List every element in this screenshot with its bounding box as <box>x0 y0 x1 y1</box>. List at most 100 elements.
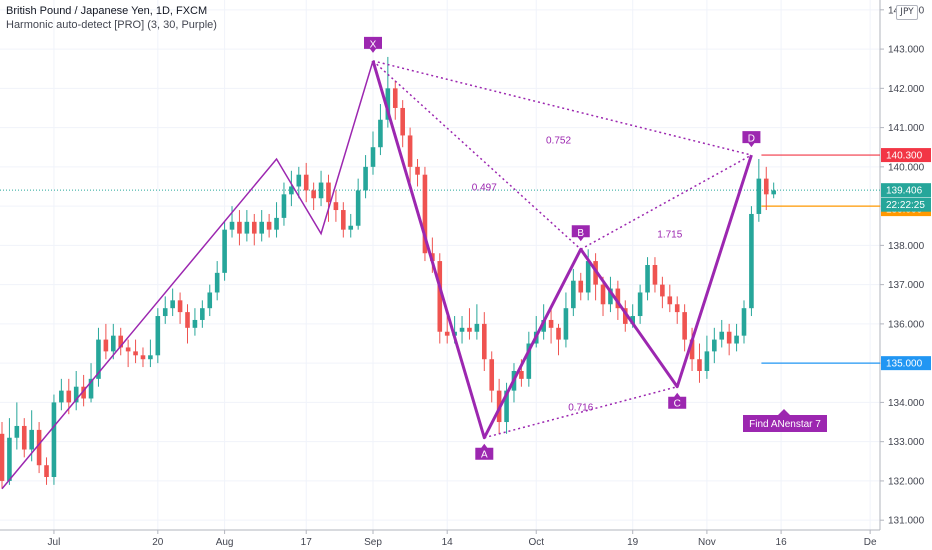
candle-body[interactable] <box>274 217 279 230</box>
candle-body[interactable] <box>229 221 235 230</box>
candle-body[interactable] <box>177 300 183 313</box>
candle-body[interactable] <box>59 390 64 403</box>
indicator-legend[interactable]: Harmonic auto-detect [PRO] (3, 30, Purpl… <box>6 19 217 31</box>
candle-body[interactable] <box>726 331 732 344</box>
candle-body[interactable] <box>140 355 146 360</box>
candle-body[interactable] <box>385 88 391 120</box>
candle-body[interactable] <box>162 308 168 317</box>
pattern-point-b[interactable]: B <box>571 225 590 242</box>
candle-body[interactable] <box>251 221 257 234</box>
candle-body[interactable] <box>467 327 472 332</box>
pattern-point-a[interactable]: A <box>475 443 494 461</box>
price-unit-badge[interactable]: JPY <box>896 5 918 20</box>
candle-body[interactable] <box>237 221 242 234</box>
candle-body[interactable] <box>437 261 443 332</box>
promo-label-bg[interactable] <box>743 409 827 432</box>
candle-body[interactable] <box>125 347 131 352</box>
candle-body[interactable] <box>88 378 94 399</box>
candle-body[interactable] <box>192 319 198 328</box>
candle-body[interactable] <box>296 174 302 187</box>
candle-body[interactable] <box>519 371 524 379</box>
candle-body[interactable] <box>689 339 695 360</box>
candle-body[interactable] <box>704 351 710 371</box>
candle-body[interactable] <box>771 190 776 195</box>
candle-body[interactable] <box>318 182 324 199</box>
candle-body[interactable] <box>459 327 465 332</box>
candle-body[interactable] <box>645 265 650 293</box>
candle-body[interactable] <box>615 288 621 309</box>
candle-body[interactable] <box>622 308 628 324</box>
candle-body[interactable] <box>556 327 561 340</box>
candle-body[interactable] <box>155 316 161 356</box>
candle-body[interactable] <box>652 265 658 285</box>
candle-body[interactable] <box>363 166 368 191</box>
candle-body[interactable] <box>392 88 398 108</box>
candle-body[interactable] <box>637 292 643 317</box>
candle-body[interactable] <box>674 304 680 313</box>
candle-body[interactable] <box>422 174 428 254</box>
candle-body[interactable] <box>697 359 702 371</box>
candle-body[interactable] <box>289 186 294 195</box>
candle-body[interactable] <box>326 182 331 203</box>
candle-body[interactable] <box>630 316 635 324</box>
pattern-point-x[interactable]: X <box>364 36 382 53</box>
candle-body[interactable] <box>259 221 264 234</box>
candle-body[interactable] <box>7 437 12 481</box>
candle-body[interactable] <box>81 386 86 399</box>
candle-body[interactable] <box>355 190 361 226</box>
candle-body[interactable] <box>281 194 287 218</box>
candle-body[interactable] <box>489 359 495 391</box>
candle-body[interactable] <box>763 178 769 195</box>
candle-body[interactable] <box>415 166 420 175</box>
candle-body[interactable] <box>482 323 487 360</box>
candle-body[interactable] <box>103 339 109 352</box>
pattern-point-c[interactable]: C <box>668 392 687 410</box>
candle-body[interactable] <box>600 284 606 305</box>
candle-body[interactable] <box>170 300 175 309</box>
candle-body[interactable] <box>378 119 383 148</box>
candle-body[interactable] <box>749 213 754 309</box>
candle-body[interactable] <box>333 202 339 211</box>
candle-body[interactable] <box>719 331 725 340</box>
candle-body[interactable] <box>14 425 20 438</box>
candle-body[interactable] <box>207 292 213 309</box>
candle-body[interactable] <box>73 386 79 403</box>
candle-body[interactable] <box>578 280 584 293</box>
candle-body[interactable] <box>526 343 532 379</box>
candle-body[interactable] <box>585 261 591 293</box>
candle-body[interactable] <box>734 335 739 344</box>
promo-label-text[interactable]: Find ANenstar 7 <box>749 419 821 430</box>
candle-body[interactable] <box>407 135 413 167</box>
candle-body[interactable] <box>36 429 42 466</box>
candle-body[interactable] <box>118 335 124 348</box>
candle-body[interactable] <box>348 225 354 230</box>
candle-body[interactable] <box>200 308 205 320</box>
candle-body[interactable] <box>608 288 613 305</box>
candle-body[interactable] <box>741 308 747 336</box>
candle-body[interactable] <box>51 402 57 477</box>
candle-body[interactable] <box>44 465 49 477</box>
candle-body[interactable] <box>214 272 220 293</box>
candle-body[interactable] <box>400 107 405 136</box>
candle-body[interactable] <box>667 296 673 305</box>
candle-body[interactable] <box>133 351 138 356</box>
candle-body[interactable] <box>185 312 190 328</box>
candle-body[interactable] <box>222 229 227 273</box>
candle-body[interactable] <box>504 390 509 423</box>
candle-body[interactable] <box>563 308 569 340</box>
candle-body[interactable] <box>370 147 376 167</box>
candle-body[interactable] <box>444 331 450 336</box>
candle-body[interactable] <box>21 425 27 450</box>
candle-body[interactable] <box>541 319 546 332</box>
candle-body[interactable] <box>29 429 34 450</box>
candle-body[interactable] <box>571 280 576 309</box>
candle-body[interactable] <box>474 323 480 332</box>
candle-body[interactable] <box>0 433 5 481</box>
candle-body[interactable] <box>712 339 717 352</box>
candle-body[interactable] <box>660 284 665 297</box>
candle-body[interactable] <box>548 319 554 328</box>
candle-body[interactable] <box>341 210 346 230</box>
candle-body[interactable] <box>756 178 762 214</box>
candle-body[interactable] <box>66 390 72 403</box>
